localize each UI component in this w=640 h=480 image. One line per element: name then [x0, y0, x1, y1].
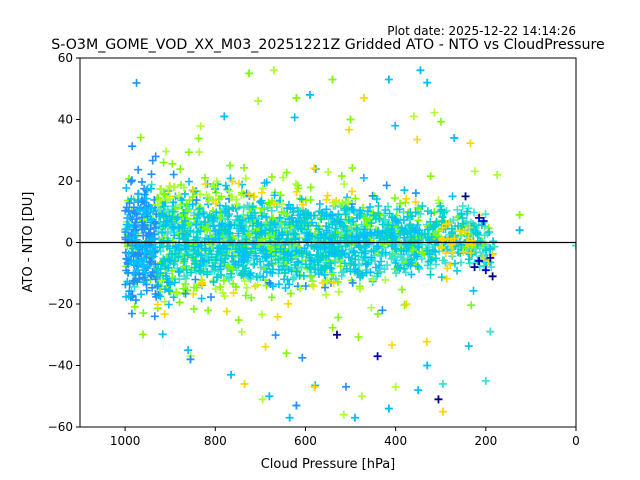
data-point	[515, 210, 524, 219]
data-point	[310, 383, 319, 392]
data-point	[305, 90, 314, 99]
data-point	[479, 216, 488, 225]
data-point	[240, 379, 249, 388]
cloud-markers-6	[153, 108, 479, 360]
data-point	[220, 112, 229, 121]
y-tick-label: 20	[58, 174, 73, 188]
data-point	[292, 93, 301, 102]
y-axis-ticks: −60 −40 −20 0 20 40 60	[48, 51, 80, 434]
data-point	[434, 395, 443, 404]
x-axis-ticks: 1000 800 600 400 200 0	[110, 427, 580, 448]
y-tick-label: 40	[58, 113, 73, 127]
y-tick-label: −40	[48, 359, 73, 373]
data-point	[475, 213, 484, 222]
data-point	[450, 133, 459, 142]
data-point	[481, 376, 490, 385]
y-tick-label: 0	[65, 236, 73, 250]
data-point	[184, 346, 193, 355]
data-point	[438, 379, 447, 388]
data-point	[423, 361, 432, 370]
x-axis-label: Cloud Pressure [hPa]	[261, 457, 396, 472]
data-point	[486, 253, 495, 262]
plot-date: Plot date: 2025-12-22 14:14:26	[387, 24, 576, 38]
data-point	[414, 386, 423, 395]
x-tick-label: 0	[572, 434, 580, 448]
y-tick-label: −60	[48, 420, 73, 434]
data-point	[227, 370, 236, 379]
data-point	[339, 410, 348, 419]
data-point	[265, 392, 274, 401]
data-point	[373, 352, 382, 361]
data-point	[572, 241, 576, 250]
data-point	[269, 66, 278, 75]
data-point	[486, 327, 495, 336]
data-point	[438, 407, 447, 416]
data-point	[475, 256, 484, 265]
data-point	[515, 226, 524, 235]
data-point	[423, 78, 432, 87]
data-point	[461, 192, 470, 201]
data-point	[384, 75, 393, 84]
data-point	[493, 170, 502, 179]
data-point	[391, 383, 400, 392]
data-point	[481, 266, 490, 275]
data-point	[258, 395, 267, 404]
point-cloud	[121, 78, 499, 391]
data-point	[292, 401, 301, 410]
x-tick-label: 800	[204, 434, 227, 448]
x-tick-label: 600	[294, 434, 317, 448]
data-point	[488, 272, 497, 281]
data-point	[254, 97, 263, 106]
y-axis-label: ATO - NTO [DU]	[21, 192, 36, 293]
y-tick-label: −20	[48, 297, 73, 311]
cloud-markers-4	[122, 113, 478, 390]
x-tick-label: 1000	[110, 434, 141, 448]
data-point	[351, 413, 360, 422]
data-point	[186, 355, 195, 364]
x-tick-label: 200	[474, 434, 497, 448]
data-point	[346, 115, 355, 124]
data-point	[470, 263, 479, 272]
chart-title: S-O3M_GOME_VOD_XX_M03_20251221Z Gridded …	[51, 37, 604, 53]
x-tick-label: 400	[384, 434, 407, 448]
y-tick-label: 60	[58, 51, 73, 65]
data-point	[384, 404, 393, 413]
data-point	[333, 330, 342, 339]
data-point	[285, 413, 294, 422]
data-point	[357, 392, 366, 401]
data-point	[328, 75, 337, 84]
outlier-points	[184, 66, 576, 422]
data-point	[416, 66, 425, 75]
data-point	[360, 93, 369, 102]
data-point	[245, 69, 254, 78]
